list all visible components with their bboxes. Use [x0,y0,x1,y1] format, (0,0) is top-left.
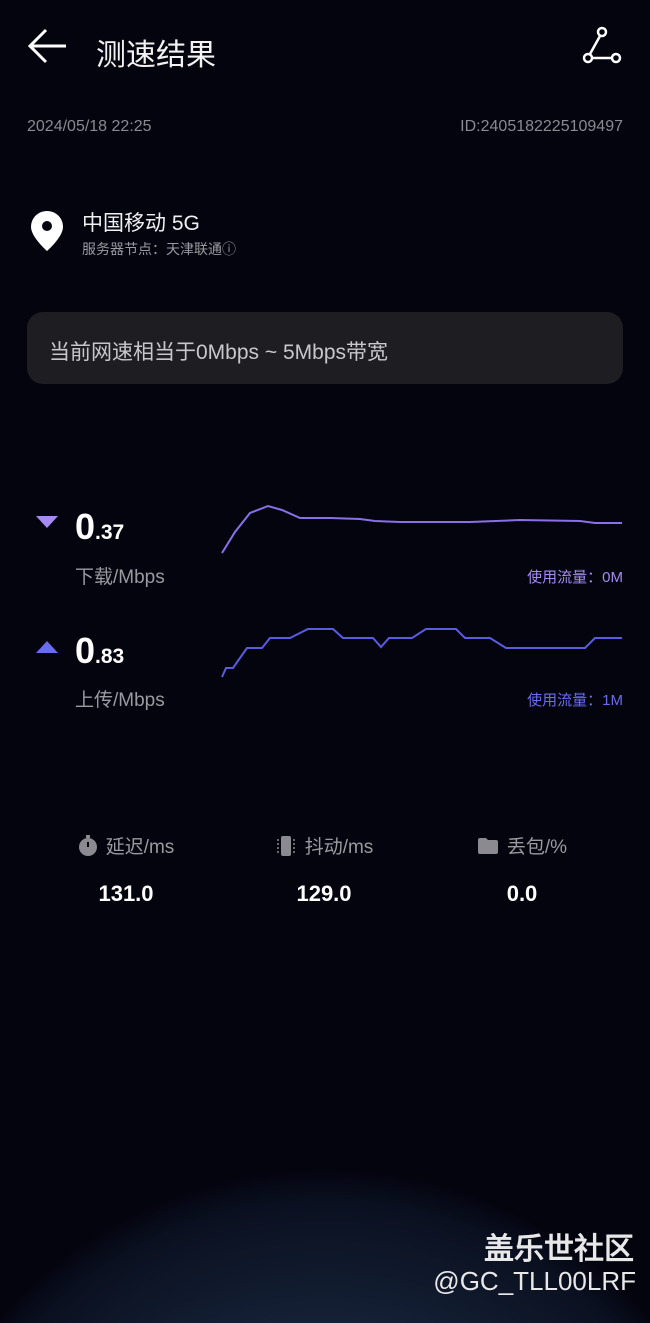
stat-packet-loss: 丢包/% 0.0 [452,832,592,907]
share-icon[interactable] [582,26,624,66]
stats-row: 延迟/ms 131.0 抖动/ms 129.0 丢包/% 0.0 [56,832,592,907]
speed-sparklines [221,504,622,678]
carrier-name: 中国移动 5G [82,212,200,235]
upload-speed: 0.83 [75,630,125,671]
test-id: ID:2405182225109497 [460,118,623,135]
upload-unit: 上传/Mbps [75,690,165,711]
upload-line [221,628,622,678]
watermark-brand: 盖乐世社区 [484,1233,634,1266]
download-unit: 下载/Mbps [75,567,165,588]
server-node[interactable]: 服务器节点：天津联通ⓘ [82,241,236,257]
arrow-left-icon[interactable] [26,28,70,64]
page-title: 测速结果 [96,39,216,72]
test-datetime: 2024/05/18 22:25 [27,118,152,135]
stat-latency: 延迟/ms 131.0 [56,832,196,907]
upload-usage: 使用流量：1M [527,692,623,709]
download-usage: 使用流量：0M [527,569,623,586]
download-line [221,504,622,554]
watermark-user: @GC_TLL00LRF [433,1266,636,1296]
stat-jitter: 抖动/ms 129.0 [254,832,394,907]
download-speed: 0.37 [75,506,125,547]
earth-image [0,1170,650,1323]
upload-arrow-icon [36,641,58,653]
location-pin-icon [31,211,63,251]
download-arrow-icon [36,516,58,528]
stopwatch-icon [78,834,97,856]
bandwidth-banner: 当前网速相当于0Mbps ~ 5Mbps带宽 [27,312,623,384]
vibrate-icon [276,835,295,856]
folder-icon [477,837,498,854]
